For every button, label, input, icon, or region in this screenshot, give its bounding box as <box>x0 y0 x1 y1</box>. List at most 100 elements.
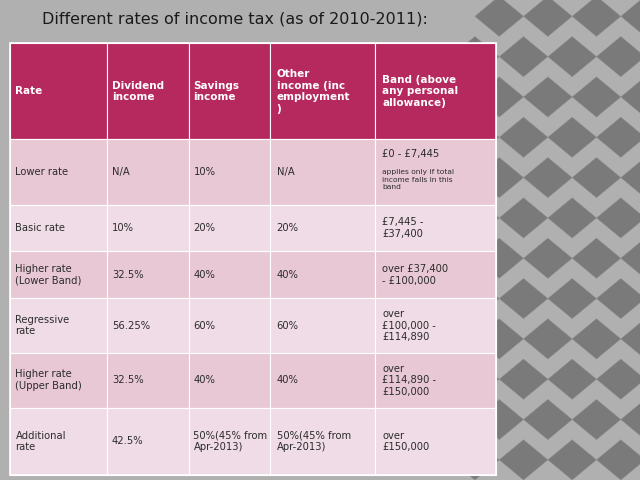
Text: £0 - £7,445: £0 - £7,445 <box>382 149 440 159</box>
Text: Different rates of income tax (as of 2010-2011):: Different rates of income tax (as of 201… <box>42 12 428 27</box>
Text: £7,445 -
£37,400: £7,445 - £37,400 <box>382 217 424 239</box>
Polygon shape <box>451 198 499 238</box>
Polygon shape <box>475 399 524 440</box>
Polygon shape <box>548 278 596 319</box>
Text: N/A: N/A <box>276 167 294 177</box>
Polygon shape <box>524 238 572 278</box>
Text: Regressive
rate: Regressive rate <box>15 315 70 336</box>
Text: N/A: N/A <box>112 167 129 177</box>
Bar <box>189 353 270 408</box>
Bar <box>10 408 107 475</box>
Text: over
£100,000 -
£114,890: over £100,000 - £114,890 <box>382 309 436 342</box>
Text: applies only if total
income falls in this
band: applies only if total income falls in th… <box>382 169 454 191</box>
Text: 32.5%: 32.5% <box>112 375 143 385</box>
Bar <box>107 43 189 140</box>
Bar <box>107 252 189 298</box>
Bar <box>10 353 107 408</box>
Polygon shape <box>451 36 499 77</box>
Text: 40%: 40% <box>193 270 216 280</box>
Text: over £37,400
- £100,000: over £37,400 - £100,000 <box>382 264 448 286</box>
Polygon shape <box>621 319 640 359</box>
Polygon shape <box>499 36 548 77</box>
Polygon shape <box>451 117 499 157</box>
Polygon shape <box>524 77 572 117</box>
Text: 10%: 10% <box>112 223 134 233</box>
Polygon shape <box>596 198 640 238</box>
Polygon shape <box>475 319 524 359</box>
Text: 60%: 60% <box>276 321 299 331</box>
Polygon shape <box>524 399 572 440</box>
Polygon shape <box>451 440 499 480</box>
Polygon shape <box>596 359 640 399</box>
Polygon shape <box>499 440 548 480</box>
Bar <box>270 204 375 252</box>
Bar <box>375 298 496 353</box>
Polygon shape <box>524 0 572 36</box>
Text: 42.5%: 42.5% <box>112 436 143 446</box>
Polygon shape <box>621 157 640 198</box>
Polygon shape <box>451 359 499 399</box>
Text: over
£150,000: over £150,000 <box>382 431 429 452</box>
Text: Higher rate
(Lower Band): Higher rate (Lower Band) <box>15 264 82 286</box>
Text: 10%: 10% <box>193 167 216 177</box>
Bar <box>270 408 375 475</box>
Text: Band (above
any personal
allowance): Band (above any personal allowance) <box>382 75 458 108</box>
Bar <box>270 298 375 353</box>
Bar <box>10 204 107 252</box>
Polygon shape <box>499 278 548 319</box>
Polygon shape <box>524 319 572 359</box>
Text: Additional
rate: Additional rate <box>15 431 66 452</box>
Bar <box>375 140 496 204</box>
Bar <box>270 43 375 140</box>
Bar <box>107 140 189 204</box>
Polygon shape <box>621 0 640 36</box>
Polygon shape <box>548 359 596 399</box>
Polygon shape <box>548 198 596 238</box>
Polygon shape <box>548 36 596 77</box>
Bar <box>10 43 496 475</box>
Text: Lower rate: Lower rate <box>15 167 68 177</box>
Polygon shape <box>475 157 524 198</box>
Text: 32.5%: 32.5% <box>112 270 143 280</box>
Bar <box>189 140 270 204</box>
Polygon shape <box>548 117 596 157</box>
Bar <box>107 353 189 408</box>
Polygon shape <box>596 278 640 319</box>
Bar <box>270 140 375 204</box>
Polygon shape <box>475 0 524 36</box>
Polygon shape <box>572 77 621 117</box>
Bar <box>189 252 270 298</box>
Polygon shape <box>596 117 640 157</box>
Bar <box>270 252 375 298</box>
Polygon shape <box>499 359 548 399</box>
Text: 60%: 60% <box>193 321 216 331</box>
Polygon shape <box>475 77 524 117</box>
Polygon shape <box>548 440 596 480</box>
Polygon shape <box>524 157 572 198</box>
Bar <box>107 204 189 252</box>
Text: Dividend
income: Dividend income <box>112 81 164 102</box>
Polygon shape <box>572 319 621 359</box>
Text: 20%: 20% <box>276 223 299 233</box>
Bar <box>375 408 496 475</box>
Text: Higher rate
(Upper Band): Higher rate (Upper Band) <box>15 370 82 391</box>
Bar <box>107 298 189 353</box>
Bar <box>10 252 107 298</box>
Polygon shape <box>499 198 548 238</box>
Polygon shape <box>475 238 524 278</box>
Polygon shape <box>621 399 640 440</box>
Text: 20%: 20% <box>193 223 216 233</box>
Bar <box>375 353 496 408</box>
Text: Savings
income: Savings income <box>193 81 239 102</box>
Polygon shape <box>451 278 499 319</box>
Text: 50%(45% from
Apr-2013): 50%(45% from Apr-2013) <box>193 431 268 452</box>
Bar <box>10 43 107 140</box>
Bar <box>107 408 189 475</box>
Bar <box>375 43 496 140</box>
Polygon shape <box>621 77 640 117</box>
Bar <box>189 298 270 353</box>
Bar <box>10 298 107 353</box>
Bar <box>270 353 375 408</box>
Bar <box>375 204 496 252</box>
Polygon shape <box>499 117 548 157</box>
